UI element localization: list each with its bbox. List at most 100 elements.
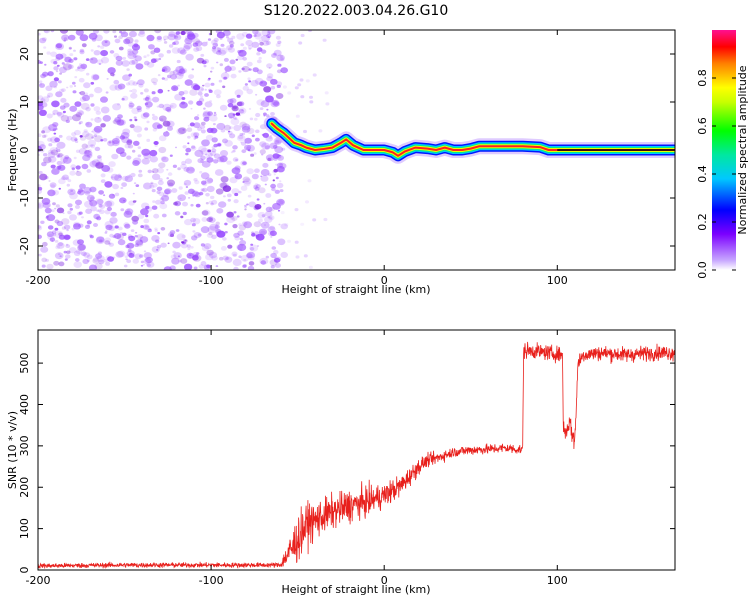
noise-blob	[272, 202, 281, 210]
noise-blob	[267, 173, 272, 177]
y-tick-label: 500	[18, 353, 31, 374]
noise-blob	[217, 47, 222, 51]
noise-blob	[51, 209, 55, 213]
noise-blob	[55, 91, 63, 98]
noise-blob	[274, 263, 281, 268]
noise-blob	[152, 115, 158, 121]
noise-blob	[193, 232, 202, 239]
noise-blob	[211, 255, 218, 261]
noise-blob	[265, 40, 271, 46]
noise-blob	[218, 79, 223, 83]
noise-blob	[116, 233, 124, 241]
noise-blob	[151, 91, 156, 95]
noise-blob	[177, 167, 181, 171]
noise-blob	[177, 47, 186, 54]
noise-blob	[200, 121, 206, 126]
noise-blob	[100, 123, 106, 128]
noise-blob	[279, 180, 282, 183]
noise-blob	[97, 209, 102, 212]
noise-blob	[146, 61, 155, 68]
noise-blob	[124, 255, 128, 258]
noise-blob	[38, 101, 43, 107]
noise-blob	[144, 225, 150, 230]
noise-blob	[121, 97, 125, 101]
noise-blob	[235, 158, 239, 162]
noise-blob	[132, 53, 138, 58]
noise-blob	[85, 133, 94, 140]
noise-blob	[153, 141, 159, 145]
noise-blob	[93, 30, 99, 34]
noise-blob	[211, 234, 217, 240]
noise-blob	[203, 64, 207, 68]
noise-blob	[55, 53, 64, 60]
noise-blob	[38, 170, 43, 175]
noise-blob	[174, 93, 183, 101]
noise-blob	[149, 184, 155, 189]
noise-blob	[256, 198, 260, 201]
noise-blob	[72, 239, 81, 246]
noise-blob	[38, 253, 42, 257]
noise-blob	[276, 155, 284, 161]
noise-blob	[157, 232, 161, 235]
noise-blob	[43, 134, 48, 138]
spectrogram-x-ticks: -200 -100 0 100	[26, 30, 568, 287]
noise-blob	[151, 189, 156, 193]
noise-blob	[126, 259, 132, 264]
noise-blob	[238, 190, 242, 194]
noise-blob	[95, 110, 102, 115]
noise-blob	[162, 120, 171, 127]
noise-blob	[167, 182, 174, 188]
noise-blob	[40, 220, 45, 224]
noise-blob	[158, 135, 167, 142]
noise-blob	[164, 189, 171, 195]
x-tick-label: 100	[547, 274, 568, 287]
noise-blob	[46, 203, 49, 205]
noise-blob	[73, 221, 81, 228]
noise-blob	[132, 49, 139, 55]
noise-blob	[165, 106, 172, 112]
noise-blob	[312, 73, 317, 77]
noise-blob	[197, 158, 204, 164]
noise-blob	[238, 135, 244, 140]
noise-blob	[67, 179, 72, 183]
noise-blob	[158, 103, 165, 109]
noise-blob	[144, 96, 150, 101]
noise-blob	[113, 53, 120, 58]
noise-blob	[78, 92, 81, 94]
noise-blob	[107, 140, 115, 147]
noise-blob	[97, 155, 102, 159]
noise-blob	[172, 164, 177, 168]
noise-blob	[140, 225, 144, 229]
noise-blob	[186, 244, 191, 248]
noise-blob	[275, 42, 281, 47]
noise-blob	[191, 235, 198, 241]
noise-blob	[232, 253, 237, 257]
noise-blob	[78, 223, 84, 228]
noise-blob	[166, 130, 168, 133]
noise-blob	[201, 180, 207, 185]
noise-blob	[79, 183, 86, 189]
noise-blob	[181, 241, 185, 244]
noise-blob	[259, 80, 268, 87]
spectrogram-noise	[38, 30, 330, 270]
noise-blob	[149, 155, 158, 163]
noise-blob	[215, 50, 222, 56]
noise-blob	[237, 230, 245, 236]
noise-blob	[142, 112, 150, 118]
noise-blob	[204, 101, 213, 108]
noise-blob	[113, 118, 121, 125]
noise-blob	[243, 180, 251, 187]
noise-blob	[210, 70, 213, 73]
noise-blob	[153, 58, 159, 63]
noise-blob	[137, 146, 141, 150]
noise-blob	[105, 91, 109, 94]
noise-blob	[85, 107, 91, 112]
noise-blob	[232, 106, 237, 110]
noise-blob	[244, 83, 248, 86]
noise-blob	[224, 222, 228, 226]
noise-blob	[216, 230, 226, 238]
noise-blob	[134, 243, 139, 247]
noise-blob	[208, 217, 216, 224]
noise-blob	[200, 172, 210, 180]
noise-blob	[219, 150, 229, 157]
